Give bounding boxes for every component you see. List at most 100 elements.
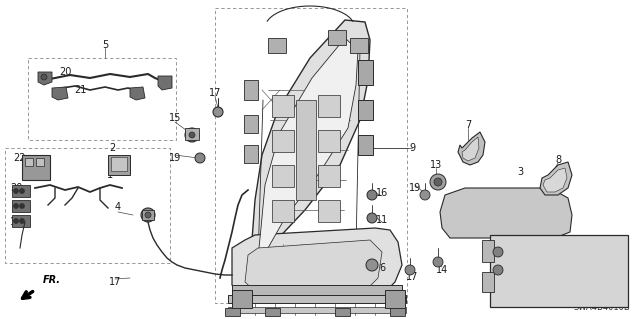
Bar <box>225 308 240 316</box>
Bar <box>328 30 346 45</box>
Polygon shape <box>540 162 572 195</box>
Bar <box>215 8 407 303</box>
Circle shape <box>141 208 155 222</box>
Bar <box>244 145 258 163</box>
Circle shape <box>433 257 443 267</box>
Bar <box>5 148 170 263</box>
Text: 15: 15 <box>169 113 181 123</box>
Text: 19: 19 <box>169 153 181 163</box>
Text: 16: 16 <box>376 188 388 198</box>
Bar <box>490 235 628 307</box>
Circle shape <box>41 74 47 80</box>
Circle shape <box>420 190 430 200</box>
Polygon shape <box>248 20 370 270</box>
Bar <box>272 95 294 117</box>
Polygon shape <box>158 76 172 90</box>
Text: 17: 17 <box>406 272 418 282</box>
Bar <box>36 158 44 166</box>
Bar <box>272 165 294 187</box>
Circle shape <box>13 204 19 209</box>
Polygon shape <box>458 132 485 165</box>
Bar <box>482 272 494 292</box>
Bar <box>482 240 494 262</box>
Bar <box>12 185 30 197</box>
Circle shape <box>189 132 195 138</box>
Text: 7: 7 <box>465 120 471 130</box>
Circle shape <box>13 189 19 194</box>
Text: 18: 18 <box>497 260 509 270</box>
Bar <box>232 285 402 295</box>
Circle shape <box>213 107 223 117</box>
Bar <box>272 200 294 222</box>
Text: 14: 14 <box>436 265 448 275</box>
Text: 4: 4 <box>115 202 121 212</box>
Polygon shape <box>52 87 68 100</box>
Bar <box>228 307 406 313</box>
Text: 17: 17 <box>209 88 221 98</box>
Text: 12: 12 <box>574 253 586 263</box>
Bar <box>108 155 130 175</box>
Polygon shape <box>130 87 145 100</box>
Text: 11: 11 <box>376 215 388 225</box>
Text: SWA4B4010B: SWA4B4010B <box>573 303 630 312</box>
Bar <box>350 38 368 53</box>
Bar <box>25 158 33 166</box>
Circle shape <box>13 219 19 224</box>
Bar <box>318 200 340 222</box>
Circle shape <box>405 265 415 275</box>
Circle shape <box>366 259 378 271</box>
Bar <box>22 155 50 180</box>
Text: 13: 13 <box>430 160 442 170</box>
Text: 20: 20 <box>59 67 71 77</box>
Text: 2: 2 <box>109 143 115 153</box>
Bar <box>385 290 405 308</box>
Polygon shape <box>258 38 358 258</box>
Bar <box>244 115 258 133</box>
Bar <box>358 100 373 120</box>
Bar <box>296 100 316 200</box>
Bar <box>142 210 154 220</box>
Bar <box>185 128 199 140</box>
Circle shape <box>493 265 503 275</box>
Bar <box>272 130 294 152</box>
Text: 19: 19 <box>409 183 421 193</box>
Text: 1: 1 <box>107 170 113 180</box>
Circle shape <box>195 153 205 163</box>
Bar <box>318 130 340 152</box>
Text: 8: 8 <box>555 155 561 165</box>
Text: 22: 22 <box>13 153 26 163</box>
Text: FR.: FR. <box>43 275 61 285</box>
Polygon shape <box>543 168 567 192</box>
Text: 18: 18 <box>497 243 509 253</box>
Bar <box>12 215 30 227</box>
Bar <box>111 157 127 171</box>
Circle shape <box>430 174 446 190</box>
Circle shape <box>185 128 199 142</box>
Polygon shape <box>462 137 479 161</box>
Bar <box>318 95 340 117</box>
Text: 17: 17 <box>109 277 121 287</box>
Text: 10: 10 <box>10 217 22 227</box>
Text: 20: 20 <box>10 183 22 193</box>
Circle shape <box>493 247 503 257</box>
Bar <box>244 80 258 100</box>
Bar <box>12 200 30 212</box>
Bar <box>28 58 176 140</box>
Circle shape <box>367 213 377 223</box>
Bar <box>358 135 373 155</box>
Circle shape <box>19 219 24 224</box>
Circle shape <box>145 212 151 218</box>
Bar <box>228 295 406 303</box>
Polygon shape <box>232 228 402 300</box>
Bar <box>335 308 350 316</box>
Bar <box>318 165 340 187</box>
Text: 5: 5 <box>102 40 108 50</box>
Bar <box>268 38 286 53</box>
Bar <box>232 290 252 308</box>
Text: 6: 6 <box>379 263 385 273</box>
Circle shape <box>19 204 24 209</box>
Text: 3: 3 <box>517 167 523 177</box>
Polygon shape <box>245 240 382 292</box>
Polygon shape <box>38 72 52 85</box>
Polygon shape <box>440 188 572 238</box>
